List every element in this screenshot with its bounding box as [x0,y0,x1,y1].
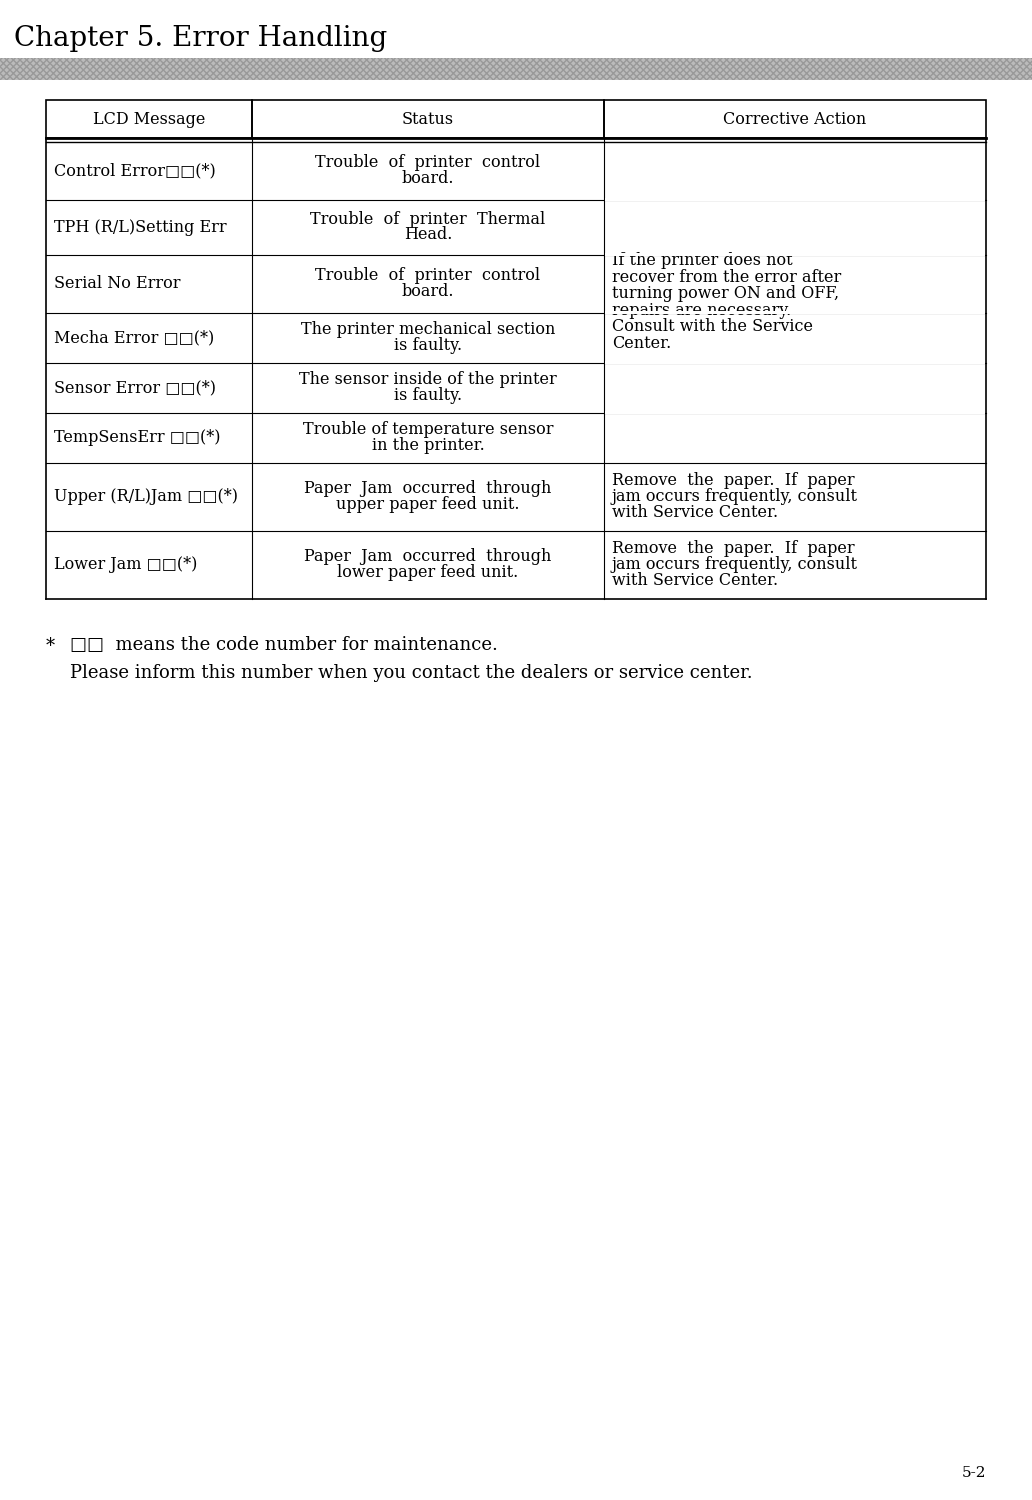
Bar [252,100,604,138]
Bar [605,198,985,201]
Text: in the printer.: in the printer. [372,436,484,453]
Text: is faulty.: is faulty. [394,338,462,354]
Text: Remove  the  paper.  If  paper: Remove the paper. If paper [612,540,854,556]
Text: with Service Center.: with Service Center. [612,504,778,520]
Text: Upper (R/L)Jam □□(*): Upper (R/L)Jam □□(*) [54,488,238,506]
Text: Trouble of temperature sensor: Trouble of temperature sensor [302,422,553,438]
Text: board.: board. [401,170,454,188]
Text: turning power ON and OFF,: turning power ON and OFF, [612,285,839,303]
Text: Control Error□□(*): Control Error□□(*) [54,162,216,178]
Text: Head.: Head. [404,226,452,243]
Bar [0,58,1032,80]
Bar [605,254,985,257]
Bar [46,100,252,138]
Text: 5-2: 5-2 [962,1466,986,1480]
Text: lower paper feed unit.: lower paper feed unit. [337,564,519,580]
Text: Trouble  of  printer  Thermal: Trouble of printer Thermal [311,211,546,228]
Text: If the printer does not: If the printer does not [612,252,793,270]
Bar [604,100,986,138]
Bar [605,362,985,364]
Text: Consult with the Service: Consult with the Service [612,318,813,336]
Text: Serial No Error: Serial No Error [54,274,181,292]
Text: *: * [46,636,55,654]
Bar [0,58,1032,80]
Text: Paper  Jam  occurred  through: Paper Jam occurred through [304,480,552,498]
Text: Lower Jam □□(*): Lower Jam □□(*) [54,556,197,573]
Text: Mecha Error □□(*): Mecha Error □□(*) [54,328,215,346]
Bar [605,411,985,414]
Text: is faulty.: is faulty. [394,387,462,404]
Text: TPH (R/L)Setting Err: TPH (R/L)Setting Err [54,219,227,236]
Text: LCD Message: LCD Message [93,111,205,128]
Text: Sensor Error □□(*): Sensor Error □□(*) [54,380,216,396]
Text: repairs are necessary.: repairs are necessary. [612,302,792,320]
Text: upper paper feed unit.: upper paper feed unit. [336,495,520,513]
Text: recover from the error after: recover from the error after [612,268,841,285]
Text: □□  means the code number for maintenance.: □□ means the code number for maintenance… [70,636,497,654]
Text: The printer mechanical section: The printer mechanical section [300,321,555,339]
Text: Paper  Jam  occurred  through: Paper Jam occurred through [304,549,552,566]
Bar [605,310,985,314]
Text: Corrective Action: Corrective Action [723,111,867,128]
Text: Please inform this number when you contact the dealers or service center.: Please inform this number when you conta… [70,664,752,682]
Text: The sensor inside of the printer: The sensor inside of the printer [299,372,557,388]
Text: with Service Center.: with Service Center. [612,572,778,590]
Text: jam occurs frequently, consult: jam occurs frequently, consult [612,488,858,506]
Text: Center.: Center. [612,334,671,352]
Text: Trouble  of  printer  control: Trouble of printer control [316,154,541,171]
Text: jam occurs frequently, consult: jam occurs frequently, consult [612,556,858,573]
Text: board.: board. [401,282,454,300]
Text: TempSensErr □□(*): TempSensErr □□(*) [54,429,221,445]
Text: Status: Status [401,111,454,128]
Text: Chapter 5. Error Handling: Chapter 5. Error Handling [14,24,387,51]
Text: Remove  the  paper.  If  paper: Remove the paper. If paper [612,472,854,489]
Text: Trouble  of  printer  control: Trouble of printer control [316,267,541,285]
